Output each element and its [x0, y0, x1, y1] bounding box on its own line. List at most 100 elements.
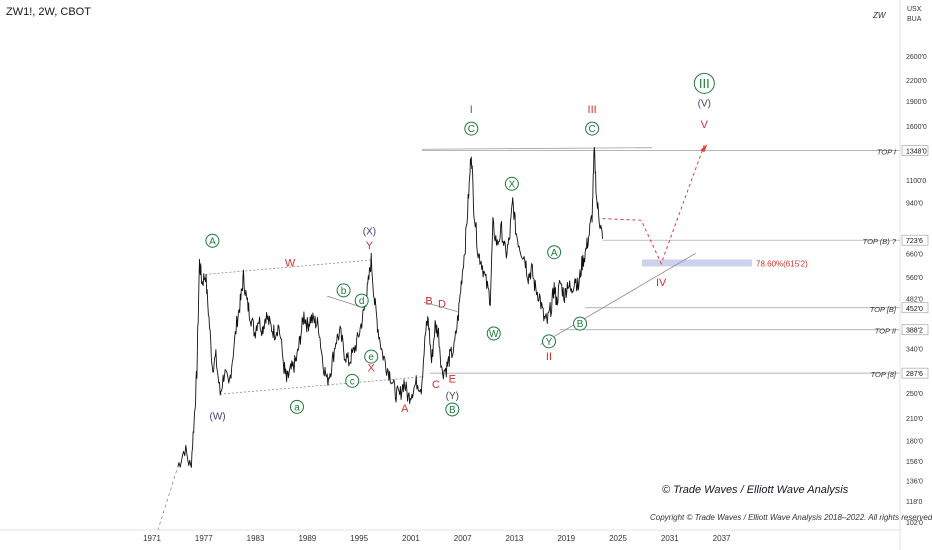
wave-label: C	[589, 124, 596, 135]
wave-label: Y	[546, 337, 553, 348]
y-tick-label: 136'0	[906, 479, 923, 486]
price-series-line	[177, 147, 603, 468]
wave-label: X	[368, 363, 376, 375]
wave-label: d	[359, 296, 365, 307]
wave-label: B	[577, 319, 584, 330]
y-tick-label: 102'0	[906, 520, 923, 527]
y-tick-label: 118'0	[906, 499, 922, 506]
y-tick-label: 660'0	[906, 251, 923, 258]
y-tick-label: 2200'0	[906, 78, 927, 85]
x-tick-label: 2007	[454, 534, 472, 543]
price-badge-label: 723'6	[906, 238, 923, 245]
symbol-label: ZW	[873, 11, 886, 20]
x-tick-label: 2031	[661, 534, 679, 543]
wave-label: III	[699, 76, 710, 91]
level-label: TOP (B) ?	[863, 237, 897, 246]
copyright-text: Copyright © Trade Waves / Elliott Wave A…	[650, 513, 932, 522]
price-badge	[901, 234, 929, 246]
price-badge	[901, 324, 929, 336]
top-line	[421, 147, 653, 150]
y-tick-label: 210'0	[906, 416, 923, 423]
y-tick-label: 180'0	[906, 438, 923, 445]
level-label: TOP [B]	[870, 305, 897, 314]
fib-zone	[642, 259, 752, 267]
price-badge	[901, 302, 929, 314]
wave-label: Y	[366, 240, 374, 252]
fib-label: 78.60%(615'2)	[756, 259, 808, 268]
wave-label: B	[425, 296, 432, 308]
projection-path	[602, 144, 705, 265]
wave-label: B	[449, 405, 456, 416]
wave-label: A	[209, 236, 216, 247]
x-tick-label: 1971	[143, 534, 161, 543]
wave-label: III	[588, 104, 597, 116]
y-tick-label: 156'0	[906, 459, 923, 466]
triangle-upper	[423, 301, 458, 313]
x-tick-label: 2037	[713, 534, 731, 543]
x-tick-label: 1989	[298, 534, 316, 543]
wave-label: a	[294, 402, 300, 413]
y-tick-label: 250'0	[906, 391, 923, 398]
price-badge-label: 1348'0	[906, 149, 927, 156]
watermark-text: © Trade Waves / Elliott Wave Analysis	[662, 484, 849, 496]
wave-label: A	[551, 248, 558, 259]
wave-label: E	[449, 374, 456, 386]
wave-label-circle	[573, 316, 588, 331]
wave-label: (Y)	[446, 391, 459, 402]
wave-label-circle	[336, 283, 351, 298]
wave-label-circle	[345, 373, 360, 388]
wave-label-circle	[504, 176, 519, 191]
y-tick-label: 1600'0	[906, 124, 927, 131]
unit-label-bua: BUA	[907, 16, 922, 23]
x-tick-label: 2019	[557, 534, 575, 543]
y-tick-label: 1900'0	[906, 99, 927, 106]
wave-b-trendline	[540, 252, 696, 345]
y-tick-label: 1100'0	[906, 178, 926, 185]
wave-label: D	[438, 299, 446, 311]
projection-arrowhead	[700, 144, 708, 153]
y-tick-label: 340'0	[906, 347, 923, 354]
wave-label: b	[341, 286, 347, 297]
unit-label-usx: USX	[907, 6, 922, 13]
wave-label-circle	[541, 334, 556, 349]
wave-label-circle	[486, 326, 501, 341]
price-badge	[901, 145, 929, 156]
wave-label: V	[701, 119, 709, 131]
y-tick-label: 560'0	[906, 275, 923, 282]
x-tick-label: 2025	[609, 534, 627, 543]
x-tick-label: 2001	[402, 534, 420, 543]
wave-label: c	[350, 376, 355, 387]
wave-label: C	[468, 124, 475, 135]
y-tick-label: 482'0	[906, 297, 923, 304]
wave-label: W	[489, 329, 499, 340]
x-tick-label: 1995	[350, 534, 368, 543]
wave-label-circle	[205, 233, 220, 248]
chart-title: ZW1!, 2W, CBOT	[6, 6, 91, 18]
level-label: TOP [8]	[871, 370, 897, 379]
wave-label: IV	[656, 277, 667, 289]
wave-label: II	[546, 351, 552, 363]
wave-label: (X)	[363, 227, 376, 238]
wave-label-circle	[289, 399, 304, 414]
wave-label: e	[368, 352, 374, 363]
price-badge-label: 388'2	[906, 328, 923, 335]
wave-label: X	[509, 179, 516, 190]
price-badge	[901, 367, 929, 379]
wave-label-circle	[464, 121, 479, 136]
y-tick-label: 940'0	[906, 200, 923, 207]
wave-label-circle	[445, 402, 460, 417]
wave-label-circle	[364, 349, 379, 364]
wave-label: C	[432, 379, 440, 391]
wave-label-circle	[693, 72, 715, 94]
level-label: TOP I	[877, 148, 896, 157]
wave-label: A	[401, 403, 409, 415]
wave-label: W	[285, 257, 296, 269]
time-axis-pane	[0, 530, 900, 550]
wave-label-circle	[585, 121, 600, 136]
level-label: TOP II	[875, 327, 896, 336]
x-tick-label: 1983	[247, 534, 265, 543]
wave-label: (V)	[698, 98, 711, 109]
y-tick-label: 2600'0	[906, 54, 927, 61]
wave-label-circle	[547, 245, 562, 260]
